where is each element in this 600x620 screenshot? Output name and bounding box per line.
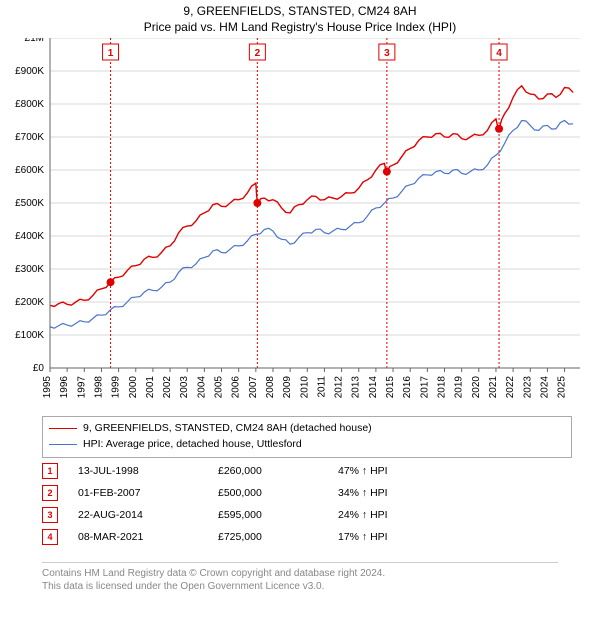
txn-price: £260,000 bbox=[218, 465, 338, 477]
svg-text:£100K: £100K bbox=[15, 330, 44, 341]
legend-label: 9, GREENFIELDS, STANSTED, CM24 8AH (deta… bbox=[83, 421, 372, 437]
svg-text:1999: 1999 bbox=[111, 376, 122, 399]
marker-box-icon: 4 bbox=[42, 529, 58, 545]
svg-text:2023: 2023 bbox=[522, 376, 533, 399]
footnote-line2: This data is licensed under the Open Gov… bbox=[42, 580, 558, 593]
svg-text:2021: 2021 bbox=[488, 376, 499, 399]
svg-text:1996: 1996 bbox=[59, 376, 70, 399]
svg-text:2013: 2013 bbox=[351, 376, 362, 399]
svg-text:£1M: £1M bbox=[25, 38, 44, 44]
svg-text:2010: 2010 bbox=[299, 376, 310, 399]
marker-cell: 3 bbox=[42, 507, 78, 523]
svg-text:2009: 2009 bbox=[282, 376, 293, 399]
svg-text:2014: 2014 bbox=[368, 376, 379, 399]
marker-box-icon: 2 bbox=[42, 485, 58, 501]
svg-text:2005: 2005 bbox=[214, 376, 225, 399]
svg-text:1998: 1998 bbox=[93, 376, 104, 399]
table-row: 3 22-AUG-2014 £595,000 24% ↑ HPI bbox=[42, 504, 558, 526]
txn-date: 01-FEB-2007 bbox=[78, 487, 218, 499]
svg-text:£500K: £500K bbox=[15, 198, 44, 209]
marker-box-icon: 3 bbox=[42, 507, 58, 523]
txn-pct: 47% ↑ HPI bbox=[338, 465, 438, 477]
svg-text:1: 1 bbox=[108, 48, 114, 59]
marker-box-icon: 1 bbox=[42, 463, 58, 479]
chart-area: £0 £100K £200K £300K £400K £500K £600K £700K £80… bbox=[0, 38, 600, 408]
txn-price: £595,000 bbox=[218, 509, 338, 521]
svg-text:2011: 2011 bbox=[316, 376, 327, 398]
svg-text:2016: 2016 bbox=[402, 376, 413, 399]
svg-text:2007: 2007 bbox=[248, 376, 259, 399]
footnote: Contains HM Land Registry data © Crown c… bbox=[42, 562, 558, 593]
txn-date: 08-MAR-2021 bbox=[78, 531, 218, 543]
chart-container: { "title_line1": "9, GREENFIELDS, STANST… bbox=[0, 0, 600, 620]
table-row: 2 01-FEB-2007 £500,000 34% ↑ HPI bbox=[42, 482, 558, 504]
svg-text:£200K: £200K bbox=[15, 297, 44, 308]
svg-text:4: 4 bbox=[496, 48, 502, 59]
svg-text:2000: 2000 bbox=[128, 376, 139, 399]
marker-cell: 2 bbox=[42, 485, 78, 501]
svg-text:2018: 2018 bbox=[436, 376, 447, 399]
svg-text:2002: 2002 bbox=[162, 376, 173, 399]
marker-cell: 4 bbox=[42, 529, 78, 545]
svg-text:£900K: £900K bbox=[15, 66, 44, 77]
svg-text:2017: 2017 bbox=[419, 376, 430, 399]
legend-swatch bbox=[49, 444, 77, 445]
chart-svg: £0 £100K £200K £300K £400K £500K £600K £700K £80… bbox=[0, 38, 600, 408]
svg-text:2024: 2024 bbox=[539, 376, 550, 399]
legend-box: 9, GREENFIELDS, STANSTED, CM24 8AH (deta… bbox=[42, 416, 572, 458]
svg-text:2019: 2019 bbox=[454, 376, 465, 399]
txn-pct: 17% ↑ HPI bbox=[338, 531, 438, 543]
txn-price: £725,000 bbox=[218, 531, 338, 543]
svg-text:2001: 2001 bbox=[145, 376, 156, 399]
txn-date: 22-AUG-2014 bbox=[78, 509, 218, 521]
svg-text:2004: 2004 bbox=[196, 376, 207, 399]
txn-date: 13-JUL-1998 bbox=[78, 465, 218, 477]
legend-label: HPI: Average price, detached house, Uttl… bbox=[83, 437, 302, 453]
svg-text:£400K: £400K bbox=[15, 231, 44, 242]
svg-text:1997: 1997 bbox=[76, 376, 87, 399]
svg-text:£800K: £800K bbox=[15, 99, 44, 110]
svg-text:2020: 2020 bbox=[471, 376, 482, 399]
svg-text:2025: 2025 bbox=[557, 376, 568, 399]
footnote-line1: Contains HM Land Registry data © Crown c… bbox=[42, 567, 558, 580]
table-row: 1 13-JUL-1998 £260,000 47% ↑ HPI bbox=[42, 460, 558, 482]
svg-text:£600K: £600K bbox=[15, 165, 44, 176]
transactions-table: 1 13-JUL-1998 £260,000 47% ↑ HPI 2 01-FE… bbox=[42, 460, 558, 548]
title-block: 9, GREENFIELDS, STANSTED, CM24 8AH Price… bbox=[0, 0, 600, 35]
table-row: 4 08-MAR-2021 £725,000 17% ↑ HPI bbox=[42, 526, 558, 548]
svg-text:2003: 2003 bbox=[179, 376, 190, 399]
txn-pct: 24% ↑ HPI bbox=[338, 509, 438, 521]
txn-pct: 34% ↑ HPI bbox=[338, 487, 438, 499]
marker-cell: 1 bbox=[42, 463, 78, 479]
svg-text:2008: 2008 bbox=[265, 376, 276, 399]
svg-text:£700K: £700K bbox=[15, 132, 44, 143]
legend-swatch bbox=[49, 428, 77, 429]
svg-text:£0: £0 bbox=[33, 363, 45, 374]
svg-text:2012: 2012 bbox=[334, 376, 345, 399]
svg-text:£300K: £300K bbox=[15, 264, 44, 275]
legend-item: 9, GREENFIELDS, STANSTED, CM24 8AH (deta… bbox=[49, 421, 565, 437]
svg-text:1995: 1995 bbox=[42, 376, 53, 399]
svg-text:2022: 2022 bbox=[505, 376, 516, 399]
svg-text:2006: 2006 bbox=[231, 376, 242, 399]
txn-price: £500,000 bbox=[218, 487, 338, 499]
svg-text:2: 2 bbox=[255, 48, 261, 59]
svg-text:3: 3 bbox=[384, 48, 390, 59]
title-line2: Price paid vs. HM Land Registry's House … bbox=[0, 20, 600, 36]
title-line1: 9, GREENFIELDS, STANSTED, CM24 8AH bbox=[0, 4, 600, 20]
legend-item: HPI: Average price, detached house, Uttl… bbox=[49, 437, 565, 453]
svg-text:2015: 2015 bbox=[385, 376, 396, 399]
